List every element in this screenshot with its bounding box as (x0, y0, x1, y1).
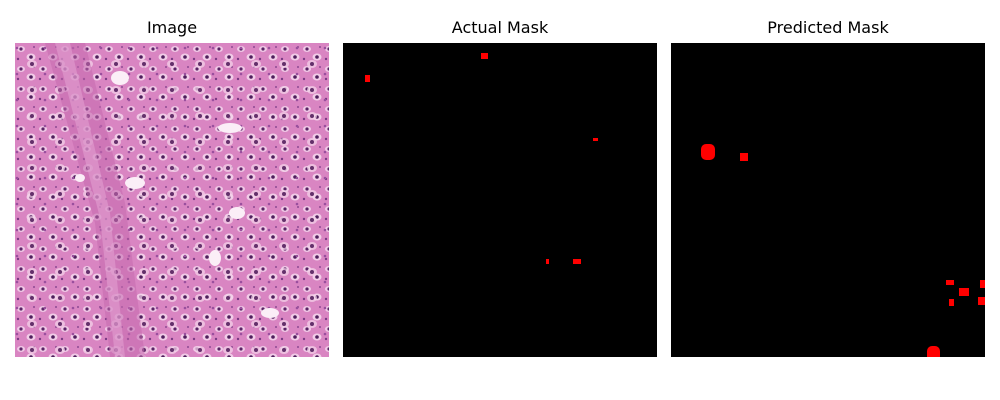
predicted-mask-region (959, 288, 969, 296)
predicted-mask-image (671, 43, 985, 357)
predicted-mask-region (701, 144, 715, 160)
predicted-mask-region (978, 297, 985, 305)
actual-mask-title: Actual Mask (451, 18, 549, 37)
predicted-mask-region (927, 346, 940, 357)
predicted-mask-region (946, 280, 954, 285)
actual-mask-region (481, 53, 488, 59)
actual-mask-image (343, 43, 657, 357)
actual-mask-region (546, 259, 549, 264)
actual-mask-region (365, 75, 370, 82)
histology-image (15, 43, 329, 357)
predicted-mask-region (740, 153, 748, 161)
actual-mask-region (593, 138, 598, 141)
predicted-mask-region (949, 299, 954, 306)
predicted-mask-title: Predicted Mask (767, 18, 889, 37)
predicted-mask-region (980, 280, 985, 288)
histology-image-svg (15, 43, 329, 357)
image-panel-title: Image (146, 18, 198, 37)
actual-mask-region (573, 259, 581, 264)
